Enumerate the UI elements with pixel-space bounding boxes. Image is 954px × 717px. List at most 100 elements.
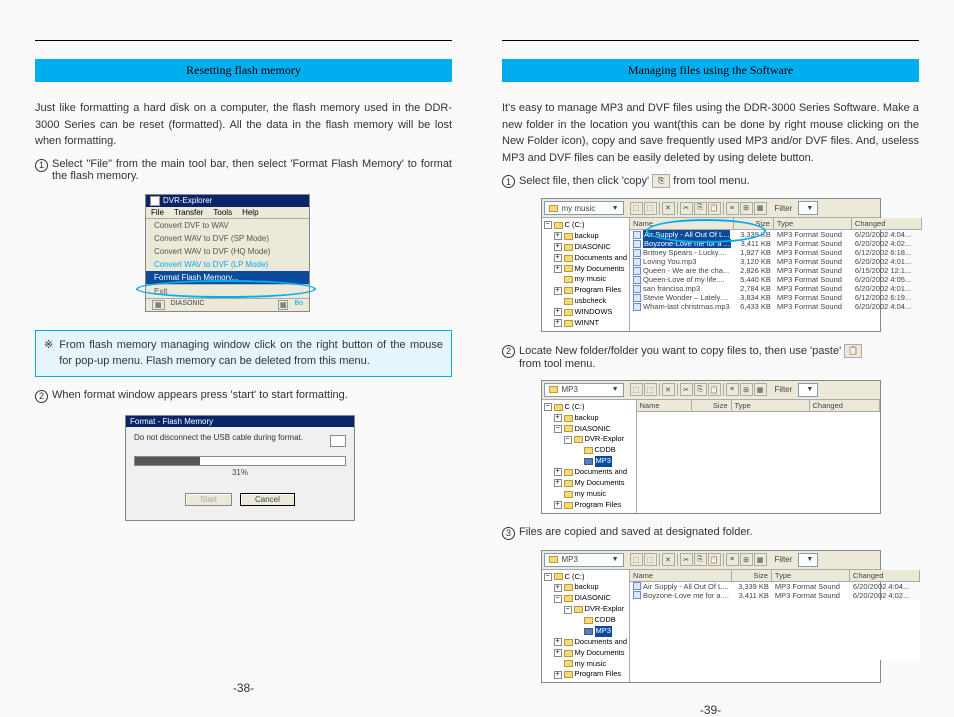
cut-icon[interactable]: ✂ <box>680 202 693 215</box>
col-type[interactable]: Type <box>772 570 850 581</box>
tree-item-selected[interactable]: MP3 <box>595 626 612 637</box>
filter-combo[interactable]: ▼ <box>798 553 818 567</box>
tree-item[interactable]: Documents and <box>575 467 628 478</box>
filter-combo[interactable]: ▼ <box>798 201 818 215</box>
dvr-tail2: Bo <box>294 300 303 310</box>
dvr-item-2[interactable]: Convert WAV to DVF (HQ Mode) <box>146 245 309 258</box>
tree-item[interactable]: Documents and <box>575 253 628 264</box>
tool-icon[interactable]: ✕ <box>662 383 675 396</box>
tree-item[interactable]: Program Files <box>575 285 622 296</box>
paste-icon[interactable]: 📋 <box>844 344 862 358</box>
start-button[interactable]: Start <box>185 493 232 506</box>
cancel-button[interactable]: Cancel <box>240 493 295 506</box>
col-size[interactable]: Size <box>692 400 732 411</box>
col-type[interactable]: Type <box>774 218 852 229</box>
ex3-tree[interactable]: −C (C:) +backup −DIASONIC −DVR-Explor CD… <box>542 570 631 683</box>
tool-icon[interactable]: ⬚ <box>644 553 657 566</box>
tool-icon[interactable]: ✕ <box>662 202 675 215</box>
paste-icon[interactable]: 📋 <box>708 202 721 215</box>
table-row[interactable]: Air Supply - All Out Of L...3,339 KBMP3 … <box>630 582 920 591</box>
copy-icon[interactable]: ⎘ <box>694 553 707 566</box>
paste-icon[interactable]: 📋 <box>708 383 721 396</box>
menu-file[interactable]: File <box>146 208 169 217</box>
table-row[interactable]: Boyzone-Love me for a ...3,411 KBMP3 For… <box>630 591 920 600</box>
view-icon[interactable]: ▦ <box>754 383 767 396</box>
ex2-tree[interactable]: −C (C:) +backup −DIASONIC −DVR-Explor CD… <box>542 400 637 513</box>
copy-icon[interactable]: ⎘ <box>652 174 670 188</box>
tree-item[interactable]: backup <box>575 413 599 424</box>
col-size[interactable]: Size <box>732 570 772 581</box>
menu-transfer[interactable]: Transfer <box>169 208 209 217</box>
tool-icon[interactable]: ⬚ <box>630 202 643 215</box>
tree-item[interactable]: my music <box>575 274 607 285</box>
tree-item[interactable]: Program Files <box>575 669 622 680</box>
cut-icon[interactable]: ✂ <box>680 553 693 566</box>
col-changed[interactable]: Changed <box>850 570 920 581</box>
tree-item[interactable]: backup <box>575 231 599 242</box>
copy-icon[interactable]: ⎘ <box>694 202 707 215</box>
tree-item[interactable]: Documents and <box>575 637 628 648</box>
menu-tools[interactable]: Tools <box>208 208 237 217</box>
dvr-item-0[interactable]: Convert DVF to WAV <box>146 219 309 232</box>
table-row[interactable]: Loving You.mp33,120 KBMP3 Format Sound6/… <box>630 257 922 266</box>
ex2-combo-text: MP3 <box>562 385 578 394</box>
tool-icon[interactable]: ⬚ <box>630 553 643 566</box>
tree-item[interactable]: CDDB <box>595 615 616 626</box>
table-row[interactable]: san franciso.mp32,784 KBMP3 Format Sound… <box>630 284 922 293</box>
dvr-item-3[interactable]: Convert WAV to DVF (LP Mode) <box>146 258 309 271</box>
copy-icon[interactable]: ⎘ <box>694 383 707 396</box>
ex3-combo[interactable]: MP3▼ <box>544 553 624 567</box>
tree-item[interactable]: My Documents <box>575 264 625 275</box>
col-type[interactable]: Type <box>732 400 810 411</box>
tree-item[interactable]: WINNT <box>575 318 600 329</box>
view-icon[interactable]: ≡ <box>726 553 739 566</box>
tree-item[interactable]: My Documents <box>575 648 625 659</box>
tool-icon[interactable]: ⬚ <box>644 202 657 215</box>
tree-root[interactable]: C (C:) <box>565 220 585 231</box>
ex1-combo[interactable]: my music▼ <box>544 201 624 215</box>
view-icon[interactable]: ▦ <box>754 553 767 566</box>
tree-item[interactable]: DIASONIC <box>575 242 611 253</box>
dvr-item-1[interactable]: Convert WAV to DVF (SP Mode) <box>146 232 309 245</box>
ex2-combo[interactable]: MP3▼ <box>544 383 624 397</box>
paste-icon[interactable]: 📋 <box>708 553 721 566</box>
tool-icon[interactable]: ⬚ <box>644 383 657 396</box>
tree-item[interactable]: DVR-Explor <box>585 604 625 615</box>
tree-root[interactable]: C (C:) <box>565 402 585 413</box>
table-row[interactable]: Queen - We are the cha...2,826 KBMP3 For… <box>630 266 922 275</box>
tree-item[interactable]: my music <box>575 489 607 500</box>
col-changed[interactable]: Changed <box>810 400 880 411</box>
tree-item[interactable]: DIASONIC <box>575 593 611 604</box>
view-icon[interactable]: ≡ <box>726 202 739 215</box>
tree-item-selected[interactable]: MP3 <box>595 456 612 467</box>
table-row[interactable]: Wham-last christmas.mp36,433 KBMP3 Forma… <box>630 302 922 311</box>
view-icon[interactable]: ≡ <box>726 383 739 396</box>
tree-root[interactable]: C (C:) <box>565 572 585 583</box>
table-row[interactable]: Queen-Love of my life....5,440 KBMP3 For… <box>630 275 922 284</box>
col-name[interactable]: Name <box>637 400 692 411</box>
tree-item[interactable]: backup <box>575 582 599 593</box>
cut-icon[interactable]: ✂ <box>680 383 693 396</box>
view-icon[interactable]: ⊞ <box>740 553 753 566</box>
view-icon[interactable]: ▦ <box>754 202 767 215</box>
table-row[interactable]: Stevie Wonder – Lately....3,834 KBMP3 Fo… <box>630 293 922 302</box>
tree-item[interactable]: WINDOWS <box>575 307 613 318</box>
col-changed[interactable]: Changed <box>852 218 922 229</box>
view-icon[interactable]: ⊞ <box>740 383 753 396</box>
tree-item[interactable]: My Documents <box>575 478 625 489</box>
tree-item[interactable]: my music <box>575 659 607 670</box>
menu-help[interactable]: Help <box>237 208 263 217</box>
tree-item[interactable]: usbcheck <box>575 296 607 307</box>
table-row[interactable]: Britney Spears - Lucky....1,927 KBMP3 Fo… <box>630 248 922 257</box>
tree-item[interactable]: DVR-Explor <box>585 434 625 445</box>
tool-icon[interactable]: ⬚ <box>630 383 643 396</box>
ex1-tree[interactable]: −C (C:) +backup +DIASONIC +Documents and… <box>542 218 631 331</box>
filter-combo[interactable]: ▼ <box>798 383 818 397</box>
col-name[interactable]: Name <box>630 570 732 581</box>
tree-item[interactable]: CDDB <box>595 445 616 456</box>
ex3-combo-text: MP3 <box>562 555 578 564</box>
tool-icon[interactable]: ✕ <box>662 553 675 566</box>
view-icon[interactable]: ⊞ <box>740 202 753 215</box>
tree-item[interactable]: Program Files <box>575 500 622 511</box>
tree-item[interactable]: DIASONIC <box>575 424 611 435</box>
